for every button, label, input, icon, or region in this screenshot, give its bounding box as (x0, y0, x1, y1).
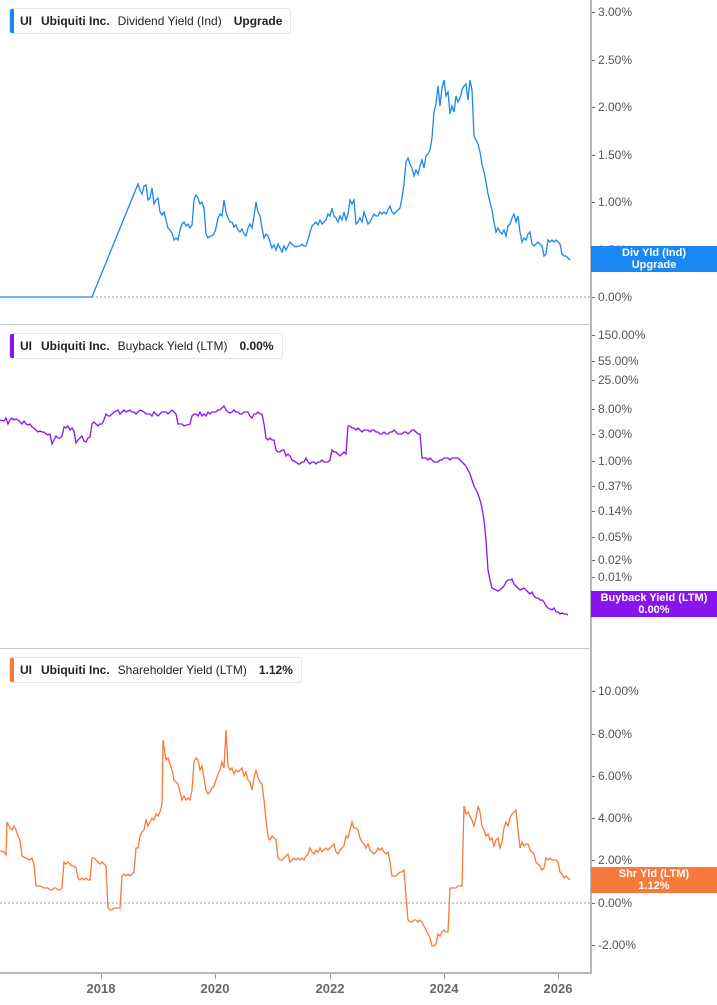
tick-mark (592, 511, 595, 512)
tick-mark (215, 974, 216, 979)
buyback-yield-legend[interactable]: UI Ubiquiti Inc. Buyback Yield (LTM) 0.0… (9, 333, 283, 359)
y-axis-line (590, 0, 592, 973)
ticker-label: UI (20, 339, 32, 353)
company-label: Ubiquiti Inc. (41, 14, 110, 28)
y-tick-label: 0.00% (598, 290, 633, 304)
x-tick-label: 2022 (315, 981, 345, 996)
shareholder-yield-line (0, 729, 590, 947)
y-tick-label: 0.01% (598, 570, 633, 584)
tick-mark (592, 860, 595, 861)
tick-mark (592, 297, 595, 298)
panel-divider (0, 324, 590, 325)
badge-value: Upgrade (631, 259, 677, 271)
ticker-label: UI (20, 663, 32, 677)
tick-mark (592, 577, 595, 578)
y-tick-label: 6.00% (598, 769, 633, 783)
y-tick-label: 0.02% (598, 553, 633, 567)
y-tick-label: 150.00% (598, 328, 646, 342)
y-tick-label: 3.00% (598, 5, 633, 19)
tick-mark (592, 434, 595, 435)
tick-mark (592, 155, 595, 156)
dividend-yield-badge: Div Yld (Ind) Upgrade (591, 246, 717, 272)
y-tick-label: 2.50% (598, 53, 633, 67)
y-tick-label: 3.00% (598, 427, 633, 441)
tick-mark (592, 202, 595, 203)
tick-mark (592, 560, 595, 561)
tick-mark (444, 974, 445, 979)
y-tick-label: 2.00% (598, 100, 633, 114)
series-color-swatch (10, 334, 14, 358)
tick-mark (592, 107, 595, 108)
y-tick-label: 8.00% (598, 727, 633, 741)
upgrade-link[interactable]: Upgrade (233, 14, 283, 28)
tick-mark (592, 691, 595, 692)
y-tick-label: 0.14% (598, 504, 633, 518)
company-label: Ubiquiti Inc. (41, 339, 110, 353)
tick-mark (592, 380, 595, 381)
dividend-yield-line (0, 79, 590, 298)
badge-value: 1.12% (638, 880, 670, 892)
metric-value: 0.00% (239, 339, 274, 353)
tick-mark (592, 461, 595, 462)
tick-mark (592, 60, 595, 61)
tick-mark (592, 818, 595, 819)
tick-mark (592, 945, 595, 946)
tick-mark (592, 12, 595, 13)
y-tick-label: 0.37% (598, 479, 633, 493)
y-tick-label: 55.00% (598, 354, 639, 368)
x-tick-label: 2026 (543, 981, 573, 996)
dividend-yield-panel: UI Ubiquiti Inc. Dividend Yield (Ind) Up… (0, 0, 590, 324)
panel-divider (0, 648, 590, 649)
tick-mark (592, 776, 595, 777)
company-label: Ubiquiti Inc. (41, 663, 110, 677)
metric-label: Dividend Yield (Ind) (117, 14, 222, 28)
y-tick-label: 2.00% (598, 853, 633, 867)
tick-mark (592, 903, 595, 904)
series-color-swatch (10, 9, 14, 33)
y-tick-label: 25.00% (598, 373, 639, 387)
tick-mark (592, 486, 595, 487)
y-tick-label: 1.00% (598, 195, 633, 209)
buyback-yield-line (0, 404, 569, 616)
metric-value: 1.12% (258, 663, 293, 677)
y-tick-label: 0.05% (598, 530, 633, 544)
y-tick-label: 8.00% (598, 402, 633, 416)
series-color-swatch (10, 658, 14, 682)
x-tick-label: 2020 (200, 981, 230, 996)
y-tick-label: 1.50% (598, 148, 633, 162)
tick-mark (592, 537, 595, 538)
x-tick-label: 2018 (86, 981, 116, 996)
metric-label: Shareholder Yield (LTM) (117, 663, 247, 677)
x-axis-line (0, 972, 592, 974)
buyback-yield-badge: Buyback Yield (LTM) 0.00% (591, 591, 717, 617)
tick-mark (592, 734, 595, 735)
y-tick-label: 0.00% (598, 896, 633, 910)
tick-mark (592, 409, 595, 410)
shareholder-yield-panel: UI Ubiquiti Inc. Shareholder Yield (LTM)… (0, 649, 590, 972)
ticker-label: UI (20, 14, 32, 28)
shareholder-yield-legend[interactable]: UI Ubiquiti Inc. Shareholder Yield (LTM)… (9, 657, 302, 683)
shareholder-yield-badge: Shr Yld (LTM) 1.12% (591, 867, 717, 893)
badge-label: Div Yld (Ind) (622, 247, 686, 259)
buyback-yield-panel: UI Ubiquiti Inc. Buyback Yield (LTM) 0.0… (0, 325, 590, 648)
tick-mark (330, 974, 331, 979)
badge-value: 0.00% (638, 604, 670, 616)
x-tick-label: 2024 (429, 981, 459, 996)
badge-label: Buyback Yield (LTM) (600, 592, 708, 604)
dividend-yield-legend[interactable]: UI Ubiquiti Inc. Dividend Yield (Ind) Up… (9, 8, 292, 34)
y-tick-label: 1.00% (598, 454, 633, 468)
badge-label: Shr Yld (LTM) (618, 868, 690, 880)
tick-mark (558, 974, 559, 979)
y-tick-label: -2.00% (598, 938, 637, 952)
y-tick-label: 10.00% (598, 684, 639, 698)
tick-mark (592, 335, 595, 336)
y-tick-label: 4.00% (598, 811, 633, 825)
tick-mark (592, 361, 595, 362)
metric-label: Buyback Yield (LTM) (117, 339, 228, 353)
tick-mark (101, 974, 102, 979)
